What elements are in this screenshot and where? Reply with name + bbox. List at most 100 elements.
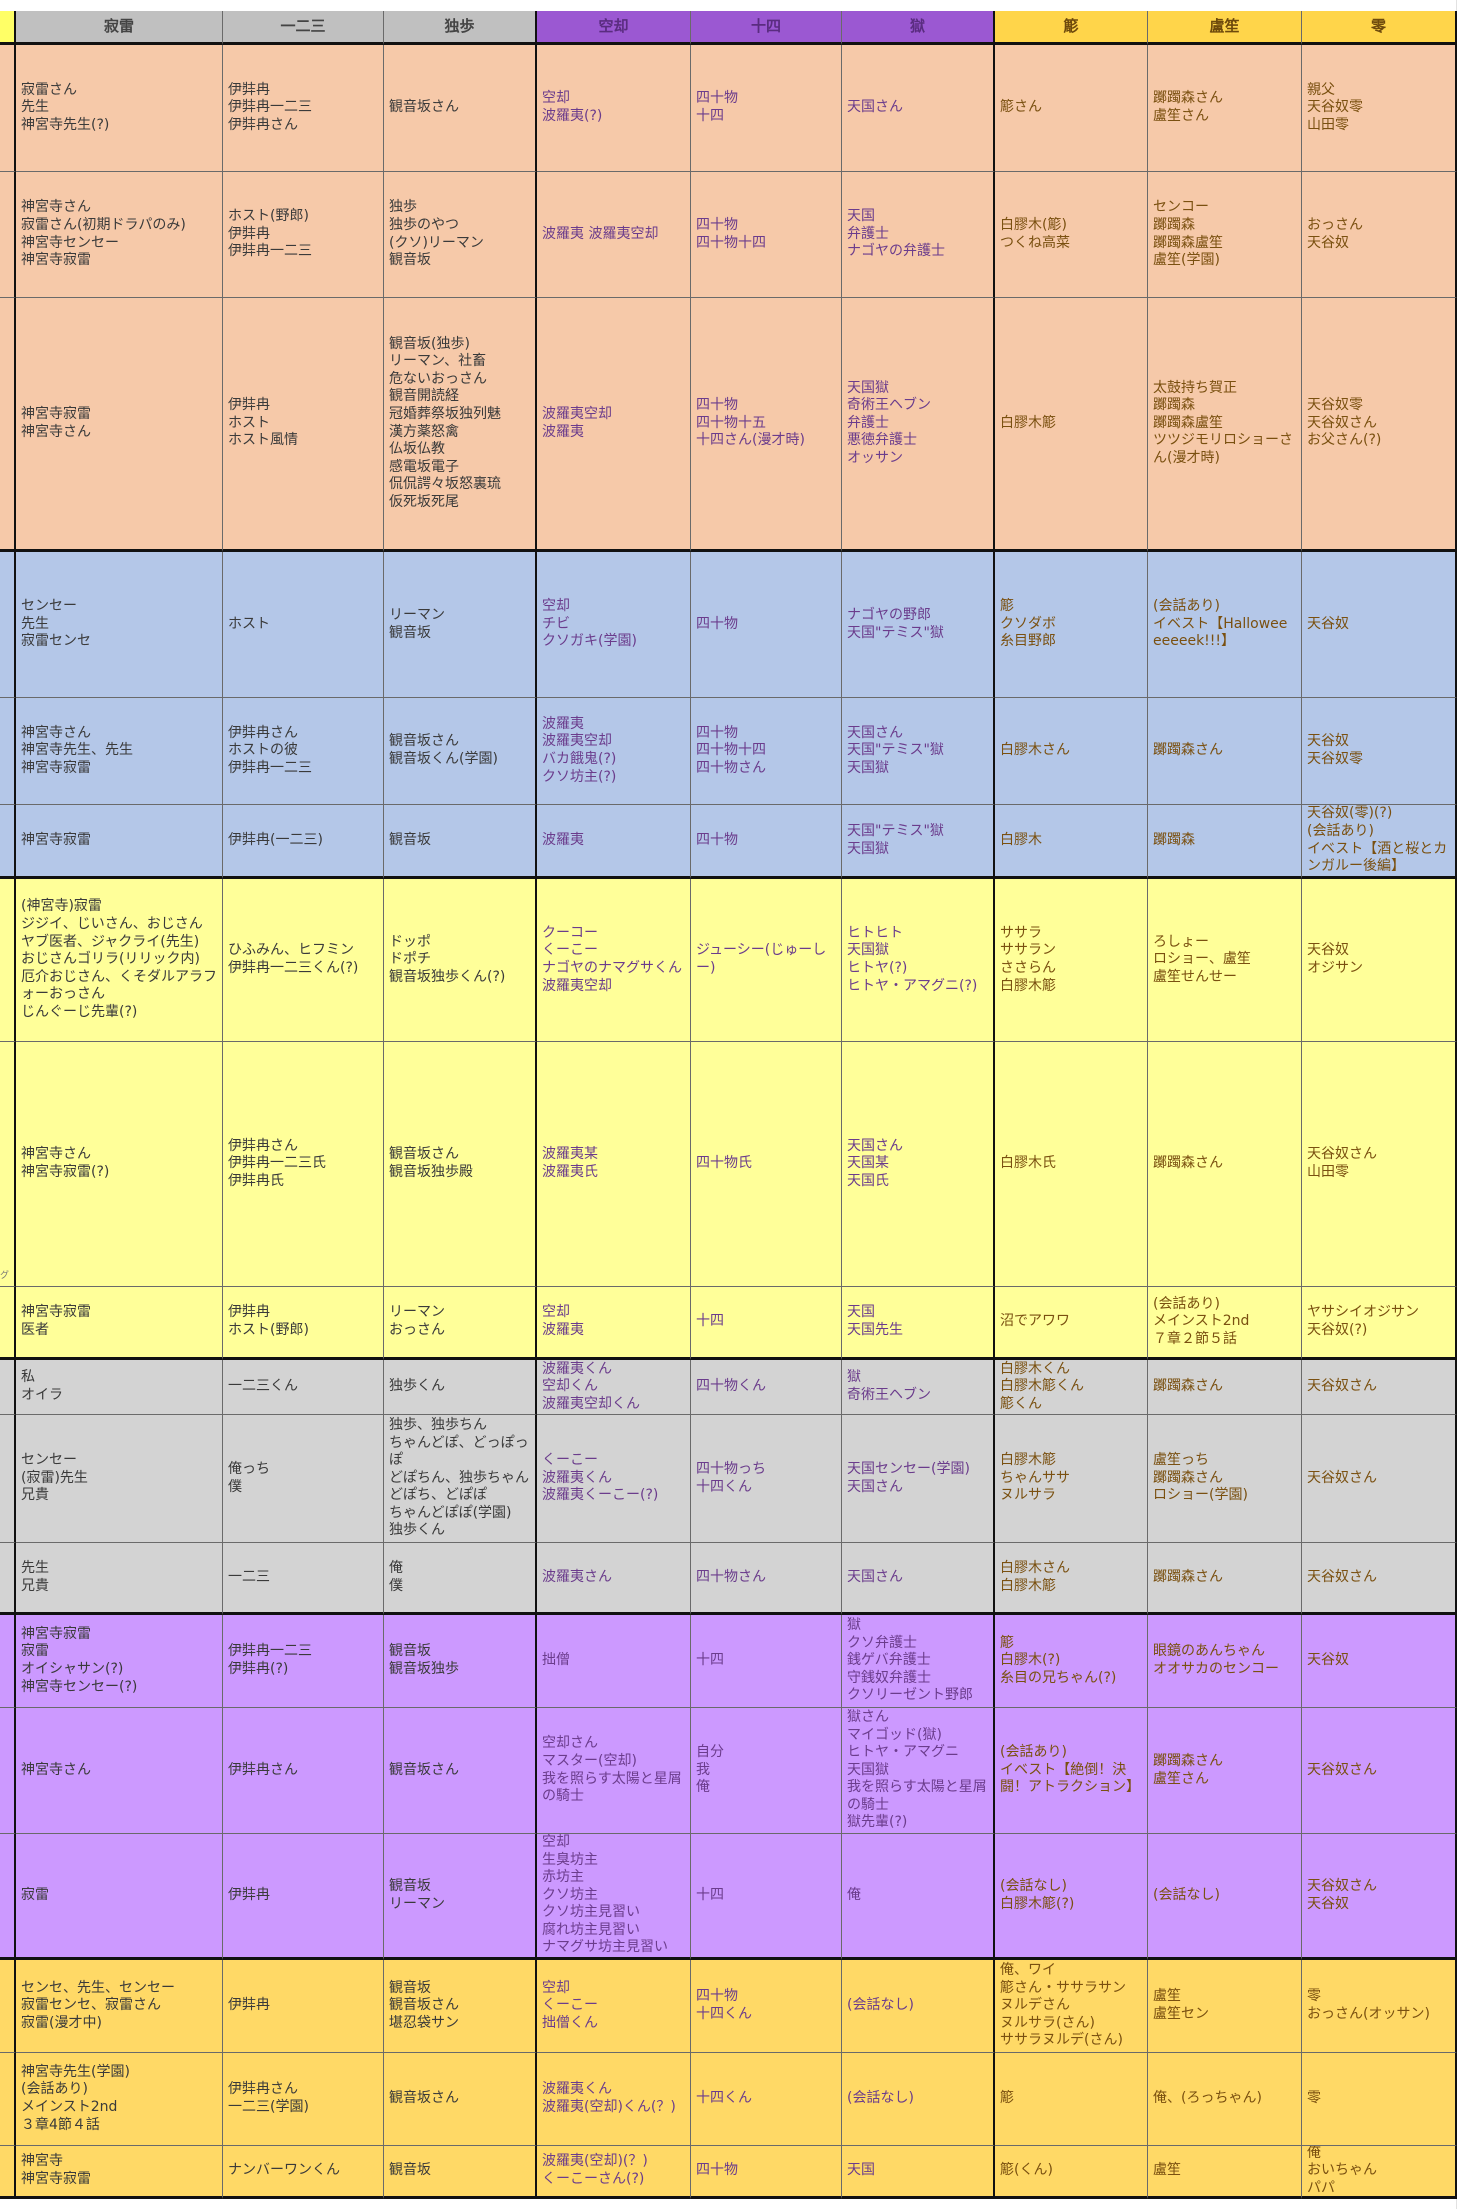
table-cell[interactable]: ろしょー ロショー、盧笙 盧笙せんせー (1148, 879, 1302, 1042)
table-cell[interactable]: センコー 躑躅森 躑躅森盧笙 盧笙(学園) (1148, 172, 1302, 298)
table-cell[interactable]: 伊弉冉さん 伊弉冉一二三氏 伊弉冉氏 (223, 1042, 384, 1287)
table-cell[interactable]: 空却 チビ クソガキ(学園) (537, 552, 691, 698)
column-header-3[interactable]: 独歩 (384, 11, 537, 45)
table-cell[interactable]: 天谷奴さん (1302, 1543, 1457, 1615)
table-cell[interactable]: 俺 おいちゃん パパ (1302, 2146, 1457, 2199)
table-cell[interactable]: 私 オイラ (16, 1360, 223, 1415)
table-cell[interactable]: 四十物 (691, 805, 842, 879)
table-cell[interactable]: 神宮寺さん 寂雷さん(初期ドラパのみ) 神宮寺センセー 神宮寺寂雷 (16, 172, 223, 298)
table-cell[interactable]: 天谷奴 (1302, 552, 1457, 698)
row-strip[interactable] (0, 805, 16, 879)
table-cell[interactable]: 伊弉冉 ホスト(野郎) (223, 1287, 384, 1360)
table-cell[interactable]: 白膠木 (995, 805, 1148, 879)
table-cell[interactable]: (会話あり) イベスト【Halloweeeeeeek!!!】 (1148, 552, 1302, 698)
table-cell[interactable]: 空却 波羅夷(?) (537, 45, 691, 172)
table-cell[interactable]: 俺、(ろっちゃん) (1148, 2053, 1302, 2146)
table-cell[interactable]: 拙僧 (537, 1615, 691, 1708)
table-cell[interactable]: 沼でアワワ (995, 1287, 1148, 1360)
table-cell[interactable]: くーこー 波羅夷くん 波羅夷くーこー(?) (537, 1415, 691, 1543)
table-cell[interactable]: 観音坂さん 観音坂独歩殿 (384, 1042, 537, 1287)
table-cell[interactable]: ひふみん、ヒフミン 伊弉冉一二三くん(?) (223, 879, 384, 1042)
table-cell[interactable]: 伊弉冉 伊弉冉一二三 伊弉冉さん (223, 45, 384, 172)
table-cell[interactable]: センセー 先生 寂雷センセ (16, 552, 223, 698)
table-cell[interactable]: 四十物くん (691, 1360, 842, 1415)
table-cell[interactable]: 四十物さん (691, 1543, 842, 1615)
table-cell[interactable]: 天谷奴さん (1302, 1708, 1457, 1834)
table-cell[interactable]: 四十物 四十物十四 四十物さん (691, 698, 842, 805)
row-strip[interactable] (0, 1708, 16, 1834)
column-header-9[interactable]: 零 (1302, 11, 1457, 45)
table-cell[interactable]: 躑躅森 (1148, 805, 1302, 879)
table-cell[interactable]: 天谷奴 天谷奴零 (1302, 698, 1457, 805)
table-cell[interactable]: 獄さん マイゴッド(獄) ヒトヤ・アマグニ 天国獄 我を照らす太陽と星屑の騎士 … (842, 1708, 995, 1834)
table-cell[interactable]: 観音坂 (384, 2146, 537, 2199)
row-strip[interactable] (0, 2053, 16, 2146)
row-strip[interactable] (0, 1615, 16, 1708)
table-cell[interactable]: 天国"テミス"獄 天国獄 (842, 805, 995, 879)
row-strip[interactable]: グ (0, 1042, 16, 1287)
table-cell[interactable]: 躑躅森さん 盧笙さん (1148, 45, 1302, 172)
table-cell[interactable]: 天国 弁護士 ナゴヤの弁護士 (842, 172, 995, 298)
table-cell[interactable]: 天国さん 天国某 天国氏 (842, 1042, 995, 1287)
table-cell[interactable]: ヒトヒト 天国獄 ヒトヤ(?) ヒトヤ・アマグニ(?) (842, 879, 995, 1042)
table-cell[interactable]: クーコー くーこー ナゴヤのナマグサくん 波羅夷空却 (537, 879, 691, 1042)
table-cell[interactable]: 白膠木さん 白膠木簓 (995, 1543, 1148, 1615)
table-cell[interactable]: 神宮寺さん 神宮寺先生、先生 神宮寺寂雷 (16, 698, 223, 805)
table-cell[interactable]: 躑躅森さん 盧笙さん (1148, 1708, 1302, 1834)
table-cell[interactable]: 四十物 十四 (691, 45, 842, 172)
table-cell[interactable]: 天国さん (842, 1543, 995, 1615)
table-cell[interactable]: 空却 波羅夷 (537, 1287, 691, 1360)
table-cell[interactable]: 四十物氏 (691, 1042, 842, 1287)
table-cell[interactable]: 四十物っち 十四くん (691, 1415, 842, 1543)
table-cell[interactable]: 一二三 (223, 1543, 384, 1615)
table-cell[interactable]: 神宮寺先生(学園) (会話あり) メインスト2nd ３章4節４話 (16, 2053, 223, 2146)
table-cell[interactable]: 神宮寺寂雷 医者 (16, 1287, 223, 1360)
table-cell[interactable]: 観音坂 観音坂さん 堪忍袋サン (384, 1960, 537, 2053)
row-strip[interactable] (0, 45, 16, 172)
table-cell[interactable]: 空却 くーこー 拙僧くん (537, 1960, 691, 2053)
row-strip[interactable] (0, 2146, 16, 2199)
table-cell[interactable]: 十四 (691, 1287, 842, 1360)
table-cell[interactable]: 白膠木簓 (995, 298, 1148, 552)
table-cell[interactable]: 一二三くん (223, 1360, 384, 1415)
row-strip[interactable] (0, 1287, 16, 1360)
table-cell[interactable]: ヤサシイオジサン 天谷奴(?) (1302, 1287, 1457, 1360)
table-cell[interactable]: 神宮寺寂雷 神宮寺さん (16, 298, 223, 552)
table-cell[interactable]: 白膠木氏 (995, 1042, 1148, 1287)
table-cell[interactable]: 十四 (691, 1615, 842, 1708)
table-cell[interactable]: (会話あり) イベスト【絶倒！決闘！アトラクション】 (995, 1708, 1148, 1834)
table-cell[interactable]: 観音坂さん 観音坂くん(学園) (384, 698, 537, 805)
table-cell[interactable]: 天谷奴 オジサン (1302, 879, 1457, 1042)
table-cell[interactable]: ジューシー(じゅーしー) (691, 879, 842, 1042)
table-cell[interactable]: 零 おっさん(オッサン) (1302, 1960, 1457, 2053)
column-header-2[interactable]: 一二三 (223, 11, 384, 45)
table-cell[interactable]: 四十物 (691, 2146, 842, 2199)
table-cell[interactable]: 白膠木簓 ちゃんササ ヌルサラ (995, 1415, 1148, 1543)
table-cell[interactable]: 波羅夷 (537, 805, 691, 879)
table-cell[interactable]: 天谷奴 (1302, 1615, 1457, 1708)
table-cell[interactable]: 俺、ワイ 簓さん・ササラサン ヌルデさん ヌルサラ(さん) ササラヌルデ(さん) (995, 1960, 1148, 2053)
table-cell[interactable]: 波羅夷 波羅夷空却 バカ餓鬼(?) クソ坊主(?) (537, 698, 691, 805)
table-cell[interactable]: 簓 クソダボ 糸目野郎 (995, 552, 1148, 698)
table-cell[interactable]: 獄 奇術王ヘブン (842, 1360, 995, 1415)
table-cell[interactable]: 空却 生臭坊主 赤坊主 クソ坊主 クソ坊主見習い 腐れ坊主見習い ナマグサ坊主見… (537, 1834, 691, 1960)
table-cell[interactable]: センセ、先生、センセー 寂雷センセ、寂雷さん 寂雷(漫才中) (16, 1960, 223, 2053)
column-header-4[interactable]: 空却 (537, 11, 691, 45)
table-cell[interactable]: 独歩、独歩ちん ちゃんどぽ、どっぽっぽ どぽちん、独歩ちゃん どぽち、どぽぽ ち… (384, 1415, 537, 1543)
table-cell[interactable]: 神宮寺寂雷 寂雷 オイシャサン(?) 神宮寺センセー(?) (16, 1615, 223, 1708)
table-cell[interactable]: 寂雷さん 先生 神宮寺先生(?) (16, 45, 223, 172)
table-cell[interactable]: 俺 僕 (384, 1543, 537, 1615)
row-strip[interactable] (0, 1360, 16, 1415)
table-cell[interactable]: 天谷奴零 天谷奴さん お父さん(?) (1302, 298, 1457, 552)
row-strip[interactable] (0, 1960, 16, 2053)
table-cell[interactable]: 神宮寺さん (16, 1708, 223, 1834)
table-cell[interactable]: 独歩 独歩のやつ (クソ)リーマン 観音坂 (384, 172, 537, 298)
table-cell[interactable]: 伊弉冉さん 一二三(学園) (223, 2053, 384, 2146)
table-cell[interactable]: (会話なし) (842, 1960, 995, 2053)
table-cell[interactable]: (会話あり) メインスト2nd ７章２節５話 (1148, 1287, 1302, 1360)
table-cell[interactable]: 天国センセー(学園) 天国さん (842, 1415, 995, 1543)
table-cell[interactable]: 伊弉冉さん (223, 1708, 384, 1834)
table-cell[interactable]: 天谷奴さん 山田零 (1302, 1042, 1457, 1287)
table-cell[interactable]: 観音坂さん (384, 2053, 537, 2146)
table-cell[interactable]: 波羅夷さん (537, 1543, 691, 1615)
